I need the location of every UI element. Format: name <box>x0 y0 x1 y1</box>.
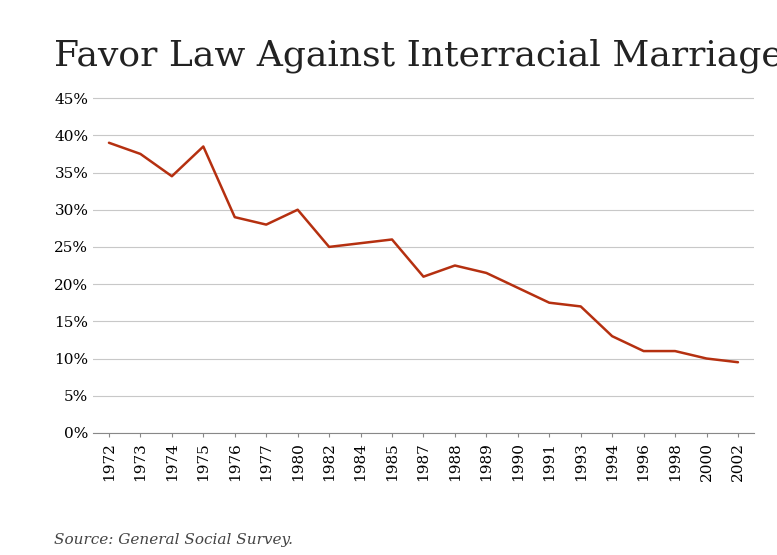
Text: Favor Law Against Interracial Marriage: Favor Law Against Interracial Marriage <box>54 39 777 73</box>
Text: Source: General Social Survey.: Source: General Social Survey. <box>54 533 294 547</box>
